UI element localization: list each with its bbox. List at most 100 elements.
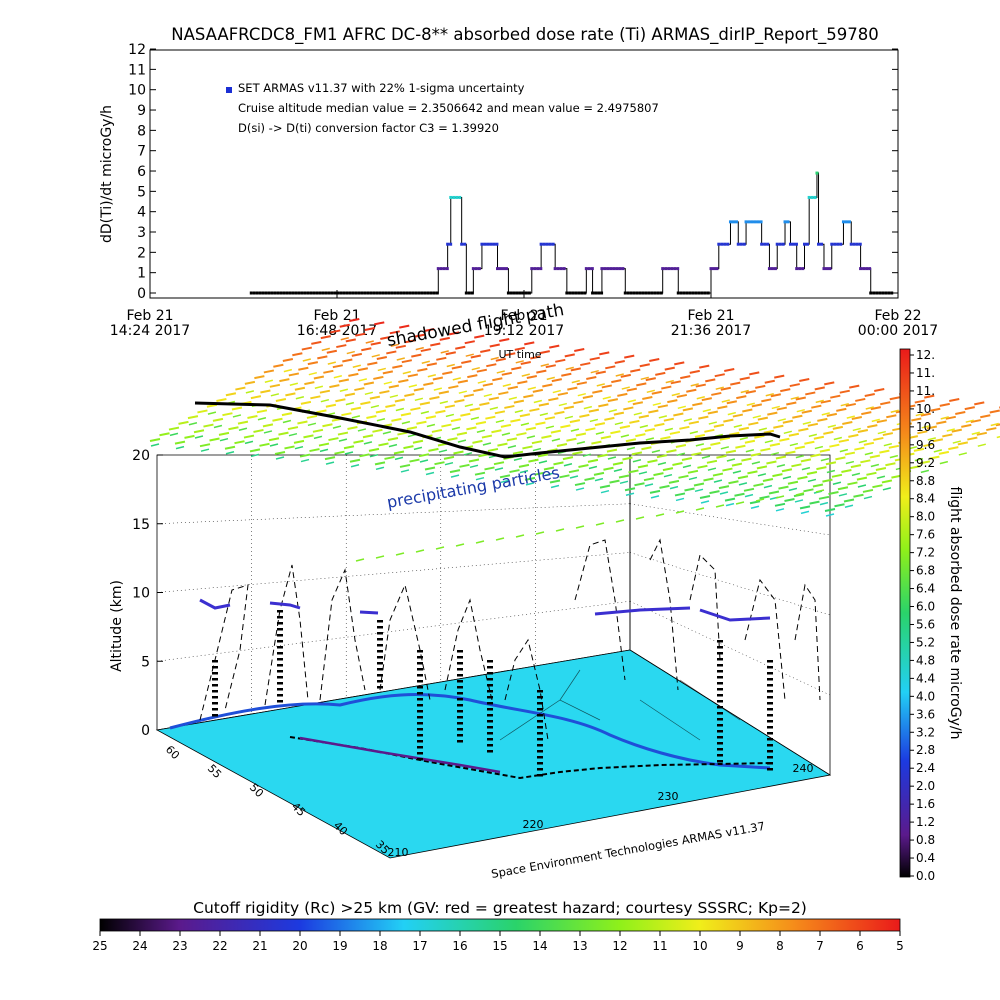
precip-particle-mark xyxy=(490,356,499,361)
precip-particle-mark xyxy=(809,500,820,505)
precip-particle-mark xyxy=(513,457,523,462)
precip-particle-mark xyxy=(322,423,333,428)
precip-particle-mark xyxy=(726,400,738,405)
precip-particle-mark xyxy=(699,495,711,500)
precip-particle-mark xyxy=(531,440,543,445)
precip-particle-mark xyxy=(327,361,336,365)
precip-particle-mark xyxy=(569,419,581,424)
precip-particle-mark xyxy=(619,480,629,485)
dose-rate-point xyxy=(615,267,619,271)
precip-particle-mark xyxy=(295,396,305,400)
flight-altitude-marker xyxy=(717,730,723,733)
precip-particle-mark xyxy=(677,405,686,410)
flight-altitude-marker xyxy=(377,620,383,623)
precip-particle-mark xyxy=(250,453,260,458)
precip-particle-mark xyxy=(489,406,499,411)
precip-particle-mark xyxy=(864,392,875,397)
precip-particle-mark xyxy=(442,371,453,375)
dose-colorbar-tick-label: 2.0 xyxy=(916,779,935,793)
dose-rate-point xyxy=(264,291,268,295)
precip-particle-mark xyxy=(870,406,881,411)
precip-particle-mark xyxy=(429,396,440,400)
dose-colorbar-tick-label: 6.0 xyxy=(916,600,935,614)
precip-particle-mark xyxy=(219,437,229,442)
flight-altitude-marker xyxy=(717,658,723,661)
precip-particle-mark xyxy=(491,429,502,434)
flight-altitude-marker xyxy=(487,738,493,741)
flight-curtain-line xyxy=(379,583,431,701)
precip-particle-mark xyxy=(409,458,420,463)
dose-rate-point xyxy=(460,242,464,246)
precip-particle-mark xyxy=(539,412,549,417)
precip-particle-mark xyxy=(607,456,617,460)
dose-rate-point xyxy=(852,242,856,246)
dose-rate-point xyxy=(731,220,735,224)
dose-rate-point xyxy=(470,291,474,295)
flight-altitude-marker xyxy=(212,696,218,699)
dose-rate-point xyxy=(778,242,782,246)
precip-particle-mark xyxy=(303,434,314,439)
precip-particle-mark xyxy=(423,382,434,387)
longitude-tick-label: 230 xyxy=(658,790,679,803)
precip-particle-mark xyxy=(778,485,789,490)
precip-particle-mark xyxy=(789,442,799,447)
dose-rate-point xyxy=(471,267,475,271)
dose-rate-point xyxy=(881,291,885,295)
precip-particle-mark xyxy=(316,409,327,414)
precip-particle-mark xyxy=(730,381,741,386)
precip-particle-mark xyxy=(628,469,639,474)
precip-particle-mark xyxy=(285,392,296,397)
dose-rate-point xyxy=(524,291,528,295)
precip-particle-mark xyxy=(691,451,702,456)
dose-colorbar-tick-label: 0.0 xyxy=(916,869,935,883)
precip-particle-mark xyxy=(370,341,381,346)
precip-particle-mark xyxy=(864,451,874,456)
precip-particle-mark xyxy=(440,350,449,354)
dose-rate-point xyxy=(591,291,595,295)
precip-particle-mark xyxy=(710,441,721,446)
altitude-axis: 0 5 10 15 20 xyxy=(132,448,163,739)
dose-y-tick-label: 12 xyxy=(128,42,146,58)
dose-y-tick-label: 10 xyxy=(128,83,146,99)
dose-rate-point xyxy=(650,291,654,295)
precip-particle-mark xyxy=(345,338,356,343)
dose-rate-point xyxy=(830,242,834,246)
precip-particle-mark xyxy=(719,436,731,441)
precip-particle-mark xyxy=(597,453,608,458)
precip-particle-mark xyxy=(845,460,855,465)
dose-rate-point xyxy=(759,220,763,224)
precip-particle-mark xyxy=(669,430,681,435)
flight-altitude-marker xyxy=(212,714,218,717)
precip-particle-mark xyxy=(601,384,613,389)
dose-rate-point xyxy=(744,220,748,224)
wall-grid-line xyxy=(156,503,631,524)
flight-altitude-marker xyxy=(457,728,463,731)
precip-particle-mark xyxy=(360,401,371,406)
precip-particle-mark xyxy=(741,457,752,462)
precip-particle-mark xyxy=(294,386,306,391)
precip-particle-mark xyxy=(599,351,610,356)
flight-altitude-marker xyxy=(717,706,723,709)
dose-rate-point xyxy=(463,242,467,246)
dose-rate-point xyxy=(813,195,817,199)
precip-particle-mark xyxy=(825,461,837,466)
precip-particle-mark xyxy=(872,484,883,489)
precip-particle-mark xyxy=(358,378,368,382)
rigidity-colorbar-tick-label: 25 xyxy=(92,939,107,953)
precip-particle-mark xyxy=(865,406,874,410)
precip-particle-mark xyxy=(684,487,695,492)
rigidity-colorbar-tick-label: 13 xyxy=(572,939,587,953)
precip-particle-mark xyxy=(814,386,825,391)
dose-rate-point xyxy=(849,242,853,246)
dose-rate-point xyxy=(495,242,499,246)
flight-altitude-marker xyxy=(767,720,773,723)
precip-particle-mark xyxy=(681,457,693,461)
precip-particle-mark xyxy=(913,447,925,452)
precip-particle-mark xyxy=(700,500,710,504)
precip-particle-mark xyxy=(742,408,753,413)
longitude-axis: 210 220 230 240 xyxy=(388,762,814,859)
cutoff-rigidity-colorbar: Cutoff rigidity (Rc) >25 km (GV: red = g… xyxy=(92,899,903,953)
altitude-label: Altitude (km) xyxy=(109,580,125,672)
precip-particle-mark xyxy=(930,407,941,412)
precip-particle-mark xyxy=(550,484,560,489)
